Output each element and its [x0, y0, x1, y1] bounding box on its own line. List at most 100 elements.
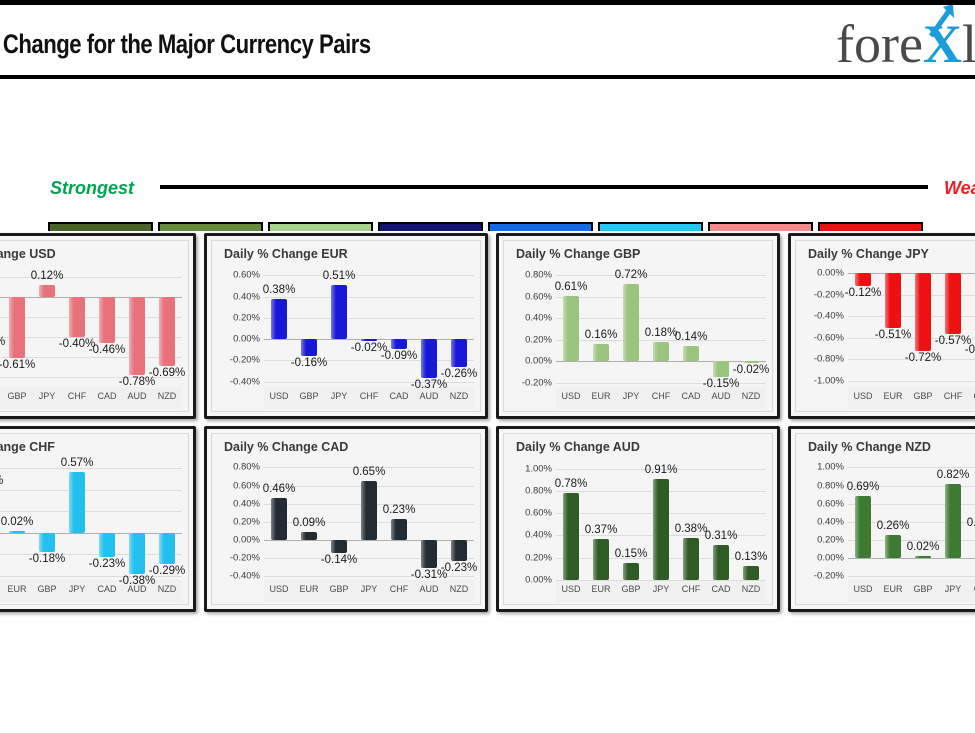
- currency-code-label: AUD: [50, 224, 151, 231]
- currency-rank-card-aud: AUD3.08%: [48, 222, 153, 231]
- y-gridline: [264, 296, 474, 298]
- x-axis-tick-label: GBP: [299, 391, 319, 401]
- chart-bars-region: 0.60% 0.40% 0.20% 0.00% -0.20% -0.40% 0.38% USD…: [230, 269, 477, 409]
- bar-value-label: 0.26%: [876, 519, 910, 532]
- currency-strength-strip: Strongest Weakest Relative Change AUD3.0…: [0, 79, 975, 231]
- page-header: % Change for the Major Currency Pairs fo…: [0, 0, 975, 79]
- y-gridline: [848, 359, 975, 361]
- bar-usd: [854, 273, 872, 287]
- y-axis-tick-label: 0.60%: [233, 269, 260, 281]
- bar-chf: [360, 339, 378, 342]
- y-axis-tick-label: -0.20%: [521, 377, 552, 389]
- chart-plot-area: Daily % Change NZD 1.00% 0.80% 0.60% 0.40% 0.…: [795, 433, 975, 605]
- y-axis-tick-label: 0.20%: [817, 534, 844, 546]
- bar-value-label: -0.40%: [58, 338, 96, 350]
- chart-panel-jpy: Daily % Change JPY 0.00% -0.20% -0.40% -0.60…: [788, 233, 975, 419]
- y-axis-tick-label: 0.00%: [817, 267, 844, 279]
- chart-title: Daily % Change AUD: [516, 440, 640, 454]
- y-axis-tick-label: -0.20%: [229, 354, 260, 366]
- bar-value-label: 0.65%: [352, 466, 386, 479]
- y-axis-tick-label: 0.40%: [817, 516, 844, 528]
- x-axis-tick-label: CAD: [97, 584, 117, 594]
- x-axis-tick-label: NZD: [449, 391, 469, 401]
- bar-chf: [944, 273, 962, 335]
- x-axis-tick-label: CHF: [651, 391, 671, 401]
- bar-usd: [854, 495, 872, 559]
- bar-value-label: 0.23%: [382, 504, 416, 517]
- bar-cad: [712, 545, 730, 580]
- x-axis-tick-label: JPY: [38, 391, 56, 401]
- chart-panel-usd: Daily % Change USD 0.20%0.00%-0.20%-0.40%…: [0, 233, 196, 419]
- chart-title: Daily % Change CAD: [224, 440, 349, 454]
- bar-value-label: -0.12%: [844, 287, 882, 300]
- bar-value-label: 0.18%: [644, 326, 678, 339]
- y-gridline: [264, 275, 474, 277]
- x-axis-tick-label: CAD: [973, 391, 975, 401]
- bar-aud: [128, 297, 146, 375]
- x-axis-tick-label: JPY: [652, 584, 670, 594]
- y-axis-tick-label: -0.40%: [229, 376, 260, 388]
- x-axis-tick-label: AUD: [419, 391, 439, 401]
- y-axis-tick-label: 0.60%: [525, 507, 552, 519]
- bar-jpy: [622, 284, 640, 362]
- bar-value-label: 0.12%: [30, 270, 64, 282]
- bar-value-label: 0.09%: [292, 516, 326, 529]
- bar-value-label: -0.65%: [964, 344, 975, 357]
- bar-jpy: [38, 285, 56, 297]
- x-axis-tick-label: EUR: [883, 391, 903, 401]
- x-axis-tick-label: NZD: [157, 584, 177, 594]
- bar-usd: [270, 298, 288, 340]
- bar-usd: [562, 295, 580, 362]
- bar-value-label: -0.18%: [28, 553, 66, 566]
- bar-aud: [712, 361, 730, 378]
- y-axis-tick-label: 1.00%: [817, 461, 844, 473]
- bar-aud: [128, 532, 146, 574]
- y-gridline: [848, 294, 975, 296]
- bar-gbp: [330, 540, 348, 553]
- y-gridline: [0, 317, 182, 318]
- bar-value-label: 0.51%: [322, 269, 356, 282]
- y-gridline: [556, 382, 766, 384]
- bar-value-label: 0.40%: [0, 475, 3, 487]
- bar-nzd: [450, 339, 468, 367]
- bar-value-label: -0.61%: [0, 359, 36, 371]
- x-axis-strip: [556, 580, 766, 602]
- x-axis-tick-label: NZD: [741, 584, 761, 594]
- y-gridline: [264, 467, 474, 469]
- bar-value-label: 0.38%: [262, 283, 296, 296]
- brand-text-suffix: liv: [962, 14, 975, 74]
- chart-title: Daily % Change USD: [0, 247, 56, 261]
- bar-value-label: -0.09%: [380, 349, 418, 362]
- x-axis-tick-label: GBP: [329, 584, 349, 594]
- bar-eur: [884, 273, 902, 328]
- chart-bars-region: 0.20%0.00%-0.20%-0.40%-0.60%-0.80%-0.38%…: [0, 269, 185, 409]
- x-axis-tick-label: CHF: [681, 584, 701, 594]
- chart-bars-region: 1.00% 0.80% 0.60% 0.40% 0.20% 0.00% 0.78% USD 0.…: [525, 462, 767, 602]
- bar-eur: [592, 538, 610, 581]
- y-axis-tick-label: -0.80%: [813, 353, 844, 365]
- bar-value-label: -0.57%: [934, 335, 972, 348]
- bar-value-label: -0.23%: [88, 558, 126, 571]
- bar-aud: [420, 540, 438, 569]
- bar-gbp: [914, 273, 932, 351]
- bar-value-label: -0.46%: [88, 344, 126, 356]
- bar-nzd: [742, 361, 760, 364]
- bar-value-label: -0.31%: [410, 569, 448, 582]
- bar-eur: [8, 530, 26, 533]
- currency-rank-card-gbp: GBP1.66%: [268, 222, 373, 231]
- y-gridline: [848, 467, 975, 469]
- x-axis-tick-label: AUD: [711, 391, 731, 401]
- x-axis-tick-label: USD: [269, 584, 289, 594]
- bar-usd: [270, 498, 288, 541]
- bar-value-label: 0.31%: [704, 530, 738, 543]
- y-axis-tick-label: 0.20%: [233, 516, 260, 528]
- x-axis-tick-label: CHF: [943, 391, 963, 401]
- zero-baseline: [848, 558, 975, 560]
- y-axis-tick-label: 0.60%: [233, 480, 260, 492]
- x-axis-tick-label: EUR: [299, 584, 319, 594]
- bar-aud: [420, 339, 438, 379]
- bar-cad: [98, 532, 116, 558]
- bar-value-label: -0.72%: [904, 351, 942, 364]
- brand-x-letter: X: [923, 5, 962, 74]
